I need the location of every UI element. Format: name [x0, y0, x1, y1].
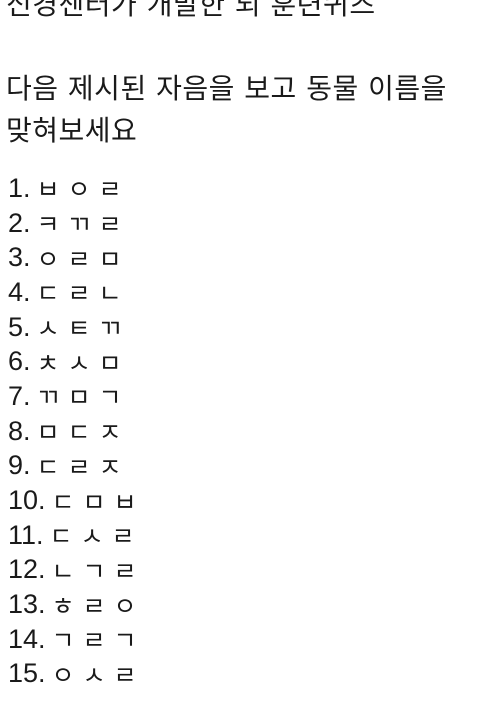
quiz-item-hint: ㅎㄹㅇ — [51, 591, 145, 621]
quiz-item-7: 7. ㄲㅁㄱ — [8, 379, 145, 414]
quiz-item-6: 6. ㅊㅅㅁ — [8, 344, 145, 379]
quiz-item-13: 13. ㅎㄹㅇ — [8, 587, 145, 622]
quiz-item-11: 11. ㄷㅅㄹ — [8, 518, 145, 553]
quiz-item-number: 8. — [8, 415, 31, 446]
quiz-item-hint: ㅇㄹㅁ — [36, 244, 130, 274]
quiz-item-number: 4. — [8, 276, 31, 307]
quiz-item-hint: ㄲㅁㄱ — [36, 383, 130, 413]
quiz-item-4: 4. ㄷㄹㄴ — [8, 275, 145, 310]
quiz-item-12: 12. ㄴㄱㄹ — [8, 553, 145, 588]
quiz-item-hint: ㄱㄹㄱ — [51, 626, 145, 656]
quiz-item-hint: ㄷㄹㅈ — [36, 452, 130, 482]
quiz-item-hint: ㄴㄱㄹ — [51, 556, 145, 586]
quiz-item-number: 1. — [8, 172, 31, 203]
quiz-item-8: 8. ㅁㄷㅈ — [8, 414, 145, 449]
quiz-item-number: 2. — [8, 207, 31, 238]
quiz-item-hint: ㅊㅅㅁ — [36, 348, 130, 378]
quiz-item-9: 9. ㄷㄹㅈ — [8, 449, 145, 484]
quiz-item-hint: ㅇㅅㄹ — [51, 660, 145, 690]
quiz-item-number: 11. — [8, 519, 44, 550]
quiz-instruction: 다음 제시된 자음을 보고 동물 이름을 맞혀보세요 — [6, 72, 447, 147]
page-title: 신경센터가 개발한 뇌 훈련퀴즈 — [6, 0, 376, 21]
quiz-item-15: 15. ㅇㅅㄹ — [8, 657, 145, 692]
quiz-item-number: 13. — [8, 589, 46, 620]
quiz-item-number: 3. — [8, 242, 31, 273]
quiz-item-hint: ㅋㄲㄹ — [36, 210, 130, 240]
quiz-item-hint: ㄷㅅㄹ — [49, 522, 143, 552]
quiz-item-14: 14. ㄱㄹㄱ — [8, 622, 145, 657]
quiz-item-hint: ㅁㄷㅈ — [36, 418, 130, 448]
quiz-item-hint: ㅂㅇㄹ — [36, 175, 130, 205]
quiz-item-2: 2. ㅋㄲㄹ — [8, 206, 145, 241]
quiz-item-number: 7. — [8, 380, 31, 411]
quiz-item-3: 3. ㅇㄹㅁ — [8, 240, 145, 275]
quiz-item-hint: ㄷㅁㅂ — [51, 487, 145, 517]
quiz-item-10: 10. ㄷㅁㅂ — [8, 483, 145, 518]
quiz-item-hint: ㅅㅌㄲ — [36, 314, 130, 344]
quiz-item-number: 5. — [8, 311, 31, 342]
quiz-list: 1. ㅂㅇㄹ 2. ㅋㄲㄹ 3. ㅇㄹㅁ 4. ㄷㄹㄴ 5. ㅅㅌㄲ 6. ㅊㅅㅁ 7. ㄲㅁ… — [8, 171, 145, 691]
quiz-item-1: 1. ㅂㅇㄹ — [8, 171, 145, 206]
quiz-item-number: 12. — [8, 554, 46, 585]
quiz-item-number: 9. — [8, 450, 31, 481]
quiz-item-hint: ㄷㄹㄴ — [36, 279, 130, 309]
quiz-item-number: 6. — [8, 346, 31, 377]
quiz-item-number: 14. — [8, 623, 46, 654]
quiz-item-5: 5. ㅅㅌㄲ — [8, 310, 145, 345]
quiz-item-number: 10. — [8, 485, 46, 516]
quiz-item-number: 15. — [8, 658, 46, 689]
